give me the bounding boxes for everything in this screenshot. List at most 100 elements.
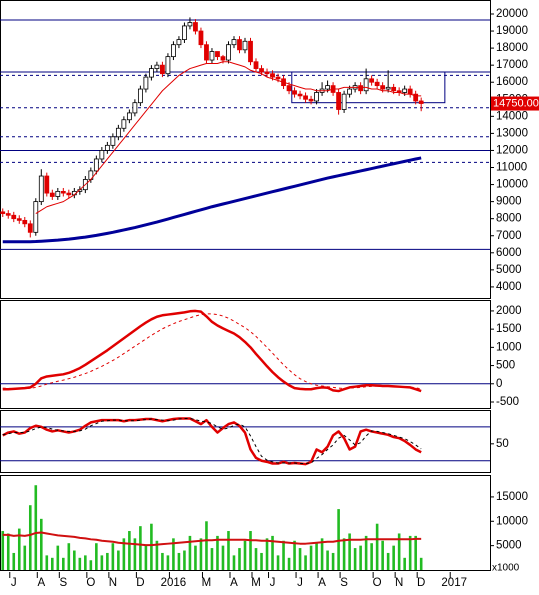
volume-bar [144,545,148,570]
volume-bar [100,555,104,570]
candle-body [193,22,198,32]
candle-body [187,22,193,27]
candle-body [16,218,22,221]
volume-bar [375,523,379,570]
candle-body [60,190,66,194]
candle-body [176,39,182,46]
volume-bar [199,538,203,570]
y-tick-label: 20000 [496,8,528,20]
volume-bar [232,555,236,570]
y-tick-label: 12000 [496,144,528,156]
candle-body [374,81,380,87]
x-tick-label: S [340,577,348,589]
last-price-label: 14750.00 [493,97,539,109]
volume-bar [23,545,27,570]
y-tick-label: 5000 [496,264,522,276]
volume-bar [122,538,126,570]
candle-body [248,40,253,63]
y-tick-label: 0 [496,378,502,390]
x-tick-label: D [136,577,144,589]
range-box [291,71,446,104]
volume-bar [95,543,98,570]
volume-bar [320,538,324,570]
y-tick-label: 17000 [496,59,528,71]
candle-body [5,213,11,216]
volume-bar [342,538,346,570]
x-tick-label: D [417,577,425,589]
volume-bar [161,552,164,570]
volume-bar [172,538,175,570]
candle-body [121,119,127,129]
candle-body [171,44,176,58]
volume-bar [370,543,373,570]
x-tick-label: A [230,577,238,589]
indicator-line [2,417,422,466]
candle-body [242,40,248,51]
candle-body [363,78,369,92]
candle-body [220,56,226,61]
y-tick-label: 14000 [496,110,528,122]
x-tick-label: M [251,577,261,589]
candle-body [55,190,61,197]
candle-body [275,76,281,80]
x-tick-label: J [297,577,303,589]
volume-bar [84,555,87,570]
candle-body [341,93,347,110]
volume-bar [205,521,208,570]
candle-body [259,68,264,73]
candle-body [292,90,297,95]
volume-bar [419,557,423,570]
candle-body [253,61,259,69]
volume-bar [106,552,109,570]
volume-bar [78,557,82,570]
candle-body [303,95,308,100]
indicator-line [2,531,422,547]
volume-bar [265,538,269,570]
volume-bar [359,545,362,570]
candle-body [137,88,143,104]
volume-bar [243,540,247,570]
volume-bar [353,548,357,570]
y-tick-label: 6000 [496,247,522,259]
indicator-line [2,309,422,393]
volume-bar [117,550,120,570]
candle-body [104,144,110,151]
candle-body [38,175,44,203]
volume-bar [254,548,258,570]
x-tick-label: 2017 [441,577,467,589]
candle-body [270,73,275,78]
candle-body [391,86,397,92]
x-tick-label: A [37,577,45,589]
volume-bar [39,518,43,570]
candle-body [110,136,116,146]
candle-body [182,25,187,40]
volume-bar [210,548,214,570]
candle-body [132,102,138,114]
candle-body [358,85,364,92]
candle-body [198,30,204,46]
volume-bar [238,548,241,570]
y-tick-label: 2000 [496,305,522,317]
candle-body [325,85,330,90]
y-tick-label: 8000 [496,213,522,225]
volume-bar [111,543,115,570]
candle-body [160,64,165,75]
y-tick-label: 16000 [496,76,528,88]
volume-bar [348,533,351,570]
volume-bar [326,550,329,570]
last-price-box [491,96,539,111]
y-tick-label: 4000 [496,281,522,293]
volume-bar [408,535,412,570]
candle-body [297,93,303,97]
candle-body [347,88,353,95]
volume-bar [287,557,291,570]
indicator-line [35,61,422,214]
x-tick-label: J [270,577,276,589]
volume-bar [89,560,93,570]
y-tick-label: 19000 [496,25,528,37]
y-tick-label: 1500 [496,323,522,335]
volume-bar [337,509,340,570]
volume-bar [166,555,170,570]
volume-bar [17,528,21,570]
volume-bar [150,523,153,570]
